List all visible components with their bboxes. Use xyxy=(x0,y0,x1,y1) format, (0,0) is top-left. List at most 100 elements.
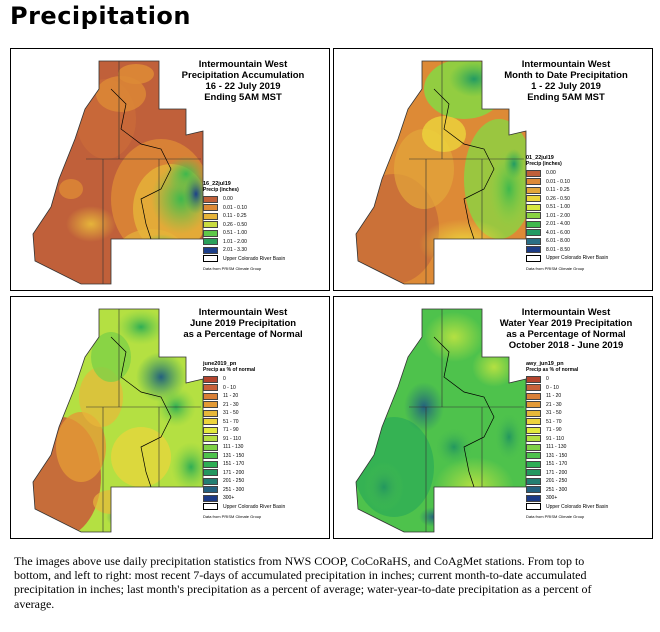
map-legend: june2019_pn Precip as % of normal 0 0 - … xyxy=(203,361,286,519)
legend-basin-entry: Upper Colorado River Basin xyxy=(526,254,608,263)
legend-swatch xyxy=(526,384,541,392)
legend-entry: 1.01 - 2.00 xyxy=(526,212,608,221)
legend-entry: 300+ xyxy=(203,494,285,503)
legend-entry: 131 - 150 xyxy=(526,452,608,461)
legend-entry: 21 - 30 xyxy=(203,401,285,410)
legend-swatch xyxy=(203,452,218,460)
legend-swatch xyxy=(526,486,541,494)
precipitation-map xyxy=(32,308,204,533)
legend-entry: 0 - 10 xyxy=(203,384,285,393)
legend-swatch xyxy=(526,418,541,426)
legend-swatch xyxy=(203,486,218,494)
legend-swatch xyxy=(203,401,218,409)
data-credit: Data from PRISM Climate Group xyxy=(526,265,585,271)
legend-entry: 251 - 300 xyxy=(526,486,608,495)
legend-swatch xyxy=(203,246,218,254)
legend-swatch xyxy=(526,246,541,254)
legend-swatch xyxy=(203,460,218,468)
legend-swatch xyxy=(526,426,541,434)
legend-swatch xyxy=(203,426,218,434)
map-panel-water-year-percent-normal: Intermountain West Water Year 2019 Preci… xyxy=(333,296,653,539)
legend-entry: 201 - 250 xyxy=(526,477,608,486)
legend-entry: 251 - 300 xyxy=(203,486,285,495)
legend-swatch xyxy=(526,392,541,400)
data-credit: Data from PRISM Climate Group xyxy=(203,266,262,271)
legend-entry: 0.01 - 0.10 xyxy=(526,178,608,187)
legend-entry: 4.01 - 6.00 xyxy=(526,229,608,238)
legend-entry: 300+ xyxy=(526,494,608,503)
legend-entry: 0 xyxy=(526,375,608,384)
legend-swatch xyxy=(526,494,541,502)
legend-entry: 111 - 130 xyxy=(203,443,285,452)
legend-swatch xyxy=(526,220,541,228)
map-panel-7day-accumulation: Intermountain West Precipitation Accumul… xyxy=(10,48,330,291)
legend-entry: 2.01 - 4.00 xyxy=(526,220,608,229)
legend-entry: 21 - 30 xyxy=(526,401,608,410)
data-credit: Data from PRISM Climate Group xyxy=(526,514,585,519)
legend-entry: 0.11 - 0.25 xyxy=(526,186,608,195)
legend-entry: 201 - 250 xyxy=(203,477,285,486)
legend-swatch xyxy=(526,477,541,485)
legend-entry: 0.00 xyxy=(526,169,608,178)
map-title: Intermountain West Month to Date Precipi… xyxy=(504,59,628,103)
map-legend: awy_jun19_pn Precip as % of normal 0 0 -… xyxy=(526,361,609,519)
legend-entry: 171 - 200 xyxy=(203,469,285,478)
legend-entry: 31 - 50 xyxy=(203,409,285,418)
legend-swatch xyxy=(203,418,218,426)
map-legend: 16_22jul19 Precip (inches) 0.00 0.01 - 0… xyxy=(203,181,286,271)
legend-swatch xyxy=(526,452,541,460)
legend-entry: 6.01 - 8.00 xyxy=(526,237,608,246)
legend-swatch xyxy=(526,237,541,245)
legend-swatch xyxy=(526,409,541,417)
legend-swatch xyxy=(203,229,218,237)
legend-entry: 1.01 - 2.00 xyxy=(203,238,285,247)
data-credit: Data from PRISM Climate Group xyxy=(203,514,262,519)
legend-swatch xyxy=(203,195,218,203)
legend-entry: 0.01 - 0.10 xyxy=(203,204,285,213)
basin-outline-swatch xyxy=(526,503,541,511)
legend-entry: 2.01 - 3.30 xyxy=(203,246,285,255)
legend-entry: 0.51 - 1.00 xyxy=(526,203,608,212)
legend-swatch xyxy=(203,392,218,400)
page-title: Precipitation xyxy=(10,2,192,30)
legend-entry: 0.51 - 1.00 xyxy=(203,229,285,238)
legend-swatch xyxy=(526,460,541,468)
legend-basin-entry: Upper Colorado River Basin xyxy=(203,255,285,264)
map-title: Intermountain West Water Year 2019 Preci… xyxy=(499,307,633,351)
basin-outline-swatch xyxy=(526,254,541,262)
legend-entry: 151 - 170 xyxy=(203,460,285,469)
legend-swatch xyxy=(526,469,541,477)
map-panel-month-to-date: Intermountain West Month to Date Precipi… xyxy=(333,48,653,291)
map-panel-june-percent-normal: Intermountain West June 2019 Precipitati… xyxy=(10,296,330,539)
legend-entry: 8.01 - 8.50 xyxy=(526,246,608,255)
legend-entry: 0.00 xyxy=(203,195,285,204)
legend-entry: 151 - 170 xyxy=(526,460,608,469)
map-legend: 01_22jul19 Precip (inches) 0.00 0.01 - 0… xyxy=(526,155,609,271)
legend-swatch xyxy=(526,186,541,194)
caption-paragraph: The images above use daily precipitation… xyxy=(14,554,592,611)
basin-outline-swatch xyxy=(203,255,218,263)
legend-entry: 0.26 - 0.50 xyxy=(203,221,285,230)
legend-swatch xyxy=(526,375,541,383)
legend-entry: 111 - 130 xyxy=(526,443,608,452)
legend-swatch xyxy=(203,375,218,383)
legend-entry: 131 - 150 xyxy=(203,452,285,461)
precipitation-map xyxy=(32,60,204,285)
legend-basin-entry: Upper Colorado River Basin xyxy=(203,503,285,512)
basin-outline-swatch xyxy=(203,503,218,511)
legend-swatch xyxy=(203,221,218,229)
legend-basin-entry: Upper Colorado River Basin xyxy=(526,503,608,512)
legend-swatch xyxy=(203,384,218,392)
legend-entry: 11 - 20 xyxy=(526,392,608,401)
legend-swatch xyxy=(526,178,541,186)
legend-entry: 0.11 - 0.25 xyxy=(203,212,285,221)
legend-swatch xyxy=(526,443,541,451)
legend-entry: 91 - 110 xyxy=(526,435,608,444)
legend-entry: 171 - 200 xyxy=(526,469,608,478)
legend-swatch xyxy=(526,212,541,220)
legend-swatch xyxy=(526,401,541,409)
map-title: Intermountain West Precipitation Accumul… xyxy=(181,59,305,103)
legend-entry: 51 - 70 xyxy=(203,418,285,427)
legend-entry: 0.26 - 0.50 xyxy=(526,195,608,204)
legend-swatch xyxy=(203,435,218,443)
